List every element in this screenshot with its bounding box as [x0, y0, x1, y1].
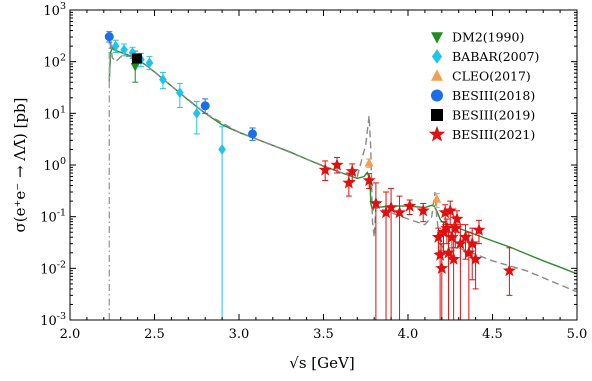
point-babar-2007	[128, 47, 137, 58]
point-besiii-2021	[472, 223, 486, 236]
y-tick-exponent: -1	[57, 208, 66, 219]
point-babar-2007	[145, 57, 154, 69]
legend-label: BESIII(2021)	[452, 127, 535, 142]
legend-entry: DM2(1990)	[431, 30, 524, 45]
legend-label: BABAR(2007)	[452, 49, 539, 64]
legend-marker	[431, 69, 443, 81]
point-besiii-2021	[416, 203, 430, 217]
point-babar-2007	[120, 44, 128, 56]
point-besiii-2021	[431, 230, 445, 243]
point-besiii-2018	[104, 32, 114, 42]
point-babar-2007	[218, 144, 226, 155]
point-cleo-2017	[364, 157, 374, 167]
x-tick-label: 4.0	[398, 327, 419, 342]
point-dm2-1990	[130, 63, 140, 72]
point-besiii-2021	[362, 173, 376, 187]
legend-entry: BESIII(2018)	[431, 88, 535, 103]
point-besiii-2019	[131, 53, 142, 64]
legend-entry: BESIII(2021)	[428, 125, 535, 142]
point-besiii-2021	[384, 200, 398, 214]
x-tick-label: 5.0	[567, 327, 588, 342]
point-besiii-2018	[200, 101, 210, 111]
y-tick-label: 10-3	[40, 311, 66, 329]
point-besiii-2021	[442, 245, 456, 259]
point-besiii-2021	[435, 261, 449, 274]
point-babar-2007	[159, 74, 167, 85]
point-besiii-2021	[465, 236, 479, 250]
point-besiii-2021	[403, 199, 417, 212]
legend-label: BESIII(2018)	[452, 88, 535, 103]
point-besiii-2021	[447, 252, 461, 265]
legend-entry: CLEO(2017)	[431, 69, 531, 84]
legend-marker	[431, 32, 443, 44]
x-axis-label: √s [GeV]	[289, 354, 354, 372]
point-besiii-2021	[458, 230, 472, 243]
legend-label: BESIII(2019)	[452, 108, 535, 123]
point-besiii-2021	[450, 212, 464, 225]
legend-marker	[431, 89, 443, 102]
legend-marker	[431, 49, 443, 64]
y-tick-exponent: 3	[60, 1, 66, 12]
axes: 2.0 2.5 3.0 3.5 4.0 4.5 5.010-310-210-11001011…	[40, 1, 587, 342]
y-tick-exponent: -2	[57, 259, 66, 270]
point-besiii-2021	[342, 176, 356, 189]
point-babar-2007	[192, 107, 201, 119]
point-besiii-2021	[330, 158, 344, 171]
y-tick-exponent: 1	[60, 104, 66, 115]
y-tick-exponent: 2	[60, 53, 66, 64]
y-tick-label: 103	[43, 1, 66, 19]
x-tick-label: 3.0	[229, 327, 250, 342]
x-tick-label: 3.5	[313, 327, 334, 342]
point-besiii-2021	[345, 164, 359, 177]
y-tick-label: 100	[43, 156, 66, 174]
point-besiii-2021	[462, 245, 476, 259]
legend: DM2(1990) BABAR(2007) CLEO(2017) BESIII(201…	[428, 30, 539, 142]
y-tick-exponent: -3	[57, 311, 66, 322]
y-tick-label: 10-2	[40, 259, 66, 277]
legend-label: DM2(1990)	[452, 30, 524, 45]
point-besiii-2021	[453, 236, 467, 250]
point-besiii-2021	[318, 163, 332, 176]
point-besiii-2021	[433, 248, 447, 261]
y-tick-label: 102	[43, 53, 66, 71]
x-tick-label: 2.5	[144, 327, 165, 342]
legend-marker	[428, 125, 446, 142]
point-besiii-2021	[445, 230, 459, 243]
legend-entry: BABAR(2007)	[431, 49, 539, 64]
point-babar-2007	[176, 87, 184, 99]
point-besiii-2021	[448, 221, 462, 234]
data-points	[104, 32, 516, 277]
legend-label: CLEO(2017)	[452, 69, 531, 84]
point-besiii-2021	[369, 196, 383, 210]
legend-marker	[431, 109, 443, 121]
y-tick-label: 10-1	[40, 208, 66, 226]
x-tick-label: 2.0	[60, 327, 81, 342]
point-babar-2007	[111, 40, 120, 52]
point-besiii-2021	[502, 263, 516, 277]
point-besiii-2021	[379, 205, 393, 219]
point-besiii-2021	[438, 205, 452, 219]
point-besiii-2018	[248, 129, 258, 139]
y-tick-exponent: 0	[60, 156, 66, 167]
point-besiii-2021	[440, 221, 454, 234]
point-besiii-2021	[393, 205, 407, 219]
x-tick-label: 4.5	[482, 327, 503, 342]
legend-entry: BESIII(2019)	[431, 108, 535, 123]
y-axis-label: σ(e⁺e⁻ → ΛΛ̄) [pb]	[11, 98, 29, 233]
point-besiii-2021	[443, 203, 457, 217]
point-cleo-2017	[432, 194, 442, 203]
y-tick-label: 101	[43, 104, 66, 122]
point-besiii-2021	[469, 252, 483, 265]
